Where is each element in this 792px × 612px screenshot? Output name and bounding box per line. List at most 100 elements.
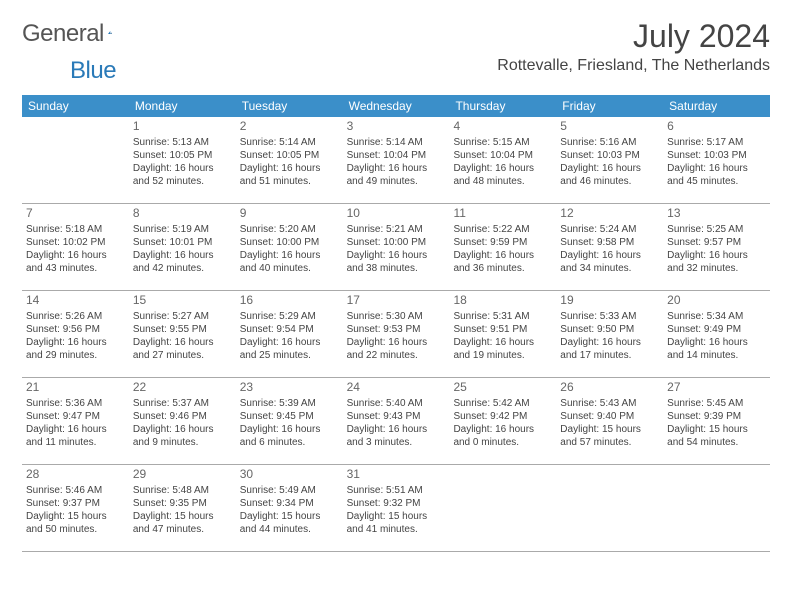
calendar-day-cell: [556, 465, 663, 551]
daylight-text: Daylight: 16 hours and 9 minutes.: [133, 423, 232, 449]
sunrise-text: Sunrise: 5:42 AM: [453, 397, 552, 410]
calendar-day-cell: [22, 117, 129, 203]
daylight-text: Daylight: 16 hours and 17 minutes.: [560, 336, 659, 362]
sunset-text: Sunset: 9:50 PM: [560, 323, 659, 336]
day-number: 29: [133, 467, 232, 483]
logo: General: [22, 20, 134, 48]
daylight-text: Daylight: 16 hours and 34 minutes.: [560, 249, 659, 275]
calendar-day-cell: 5Sunrise: 5:16 AMSunset: 10:03 PMDayligh…: [556, 117, 663, 203]
day-number: 25: [453, 380, 552, 396]
dayhead-thu: Thursday: [449, 95, 556, 117]
calendar-day-cell: [663, 465, 770, 551]
sunrise-text: Sunrise: 5:37 AM: [133, 397, 232, 410]
day-number: 11: [453, 206, 552, 222]
sunrise-text: Sunrise: 5:48 AM: [133, 484, 232, 497]
dayhead-mon: Monday: [129, 95, 236, 117]
daylight-text: Daylight: 16 hours and 0 minutes.: [453, 423, 552, 449]
calendar-day-cell: 14Sunrise: 5:26 AMSunset: 9:56 PMDayligh…: [22, 291, 129, 377]
calendar-day-cell: 20Sunrise: 5:34 AMSunset: 9:49 PMDayligh…: [663, 291, 770, 377]
daylight-text: Daylight: 15 hours and 50 minutes.: [26, 510, 125, 536]
daylight-text: Daylight: 16 hours and 3 minutes.: [347, 423, 446, 449]
calendar-day-cell: 4Sunrise: 5:15 AMSunset: 10:04 PMDayligh…: [449, 117, 556, 203]
daylight-text: Daylight: 16 hours and 19 minutes.: [453, 336, 552, 362]
sunrise-text: Sunrise: 5:26 AM: [26, 310, 125, 323]
sunrise-text: Sunrise: 5:18 AM: [26, 223, 125, 236]
sunset-text: Sunset: 9:43 PM: [347, 410, 446, 423]
sunset-text: Sunset: 10:05 PM: [133, 149, 232, 162]
calendar-grid: 1Sunrise: 5:13 AMSunset: 10:05 PMDayligh…: [22, 117, 770, 552]
day-number: 15: [133, 293, 232, 309]
calendar-day-cell: 15Sunrise: 5:27 AMSunset: 9:55 PMDayligh…: [129, 291, 236, 377]
day-number: 19: [560, 293, 659, 309]
sunrise-text: Sunrise: 5:27 AM: [133, 310, 232, 323]
daylight-text: Daylight: 16 hours and 27 minutes.: [133, 336, 232, 362]
month-title: July 2024: [497, 18, 770, 55]
day-number: 23: [240, 380, 339, 396]
sunrise-text: Sunrise: 5:22 AM: [453, 223, 552, 236]
calendar-day-cell: 9Sunrise: 5:20 AMSunset: 10:00 PMDayligh…: [236, 204, 343, 290]
sunrise-text: Sunrise: 5:13 AM: [133, 136, 232, 149]
sunset-text: Sunset: 10:01 PM: [133, 236, 232, 249]
sunset-text: Sunset: 10:05 PM: [240, 149, 339, 162]
sunrise-text: Sunrise: 5:39 AM: [240, 397, 339, 410]
daylight-text: Daylight: 16 hours and 25 minutes.: [240, 336, 339, 362]
sunrise-text: Sunrise: 5:36 AM: [26, 397, 125, 410]
logo-text-2: Blue: [70, 57, 116, 85]
sunrise-text: Sunrise: 5:17 AM: [667, 136, 766, 149]
sunrise-text: Sunrise: 5:49 AM: [240, 484, 339, 497]
sunset-text: Sunset: 9:46 PM: [133, 410, 232, 423]
daylight-text: Daylight: 16 hours and 11 minutes.: [26, 423, 125, 449]
calendar-day-cell: 19Sunrise: 5:33 AMSunset: 9:50 PMDayligh…: [556, 291, 663, 377]
daylight-text: Daylight: 16 hours and 32 minutes.: [667, 249, 766, 275]
sunset-text: Sunset: 9:32 PM: [347, 497, 446, 510]
daylight-text: Daylight: 16 hours and 52 minutes.: [133, 162, 232, 188]
calendar-week-row: 28Sunrise: 5:46 AMSunset: 9:37 PMDayligh…: [22, 465, 770, 552]
calendar-day-cell: 27Sunrise: 5:45 AMSunset: 9:39 PMDayligh…: [663, 378, 770, 464]
day-number: 13: [667, 206, 766, 222]
daylight-text: Daylight: 16 hours and 14 minutes.: [667, 336, 766, 362]
daylight-text: Daylight: 15 hours and 41 minutes.: [347, 510, 446, 536]
sunrise-text: Sunrise: 5:43 AM: [560, 397, 659, 410]
daylight-text: Daylight: 16 hours and 40 minutes.: [240, 249, 339, 275]
calendar-day-cell: 1Sunrise: 5:13 AMSunset: 10:05 PMDayligh…: [129, 117, 236, 203]
sunset-text: Sunset: 10:03 PM: [667, 149, 766, 162]
calendar-day-cell: 2Sunrise: 5:14 AMSunset: 10:05 PMDayligh…: [236, 117, 343, 203]
calendar-week-row: 21Sunrise: 5:36 AMSunset: 9:47 PMDayligh…: [22, 378, 770, 465]
calendar-header-row: Sunday Monday Tuesday Wednesday Thursday…: [22, 95, 770, 117]
daylight-text: Daylight: 16 hours and 51 minutes.: [240, 162, 339, 188]
sunrise-text: Sunrise: 5:45 AM: [667, 397, 766, 410]
sunrise-text: Sunrise: 5:24 AM: [560, 223, 659, 236]
dayhead-sun: Sunday: [22, 95, 129, 117]
sunrise-text: Sunrise: 5:14 AM: [240, 136, 339, 149]
calendar-week-row: 1Sunrise: 5:13 AMSunset: 10:05 PMDayligh…: [22, 117, 770, 204]
calendar-day-cell: 16Sunrise: 5:29 AMSunset: 9:54 PMDayligh…: [236, 291, 343, 377]
calendar-day-cell: 6Sunrise: 5:17 AMSunset: 10:03 PMDayligh…: [663, 117, 770, 203]
sunrise-text: Sunrise: 5:19 AM: [133, 223, 232, 236]
logo-icon: [108, 21, 112, 39]
sunset-text: Sunset: 9:51 PM: [453, 323, 552, 336]
calendar-day-cell: 10Sunrise: 5:21 AMSunset: 10:00 PMDaylig…: [343, 204, 450, 290]
dayhead-sat: Saturday: [663, 95, 770, 117]
calendar-day-cell: 3Sunrise: 5:14 AMSunset: 10:04 PMDayligh…: [343, 117, 450, 203]
day-number: 28: [26, 467, 125, 483]
calendar-day-cell: 25Sunrise: 5:42 AMSunset: 9:42 PMDayligh…: [449, 378, 556, 464]
day-number: 17: [347, 293, 446, 309]
day-number: 16: [240, 293, 339, 309]
day-number: 8: [133, 206, 232, 222]
day-number: 3: [347, 119, 446, 135]
calendar-week-row: 14Sunrise: 5:26 AMSunset: 9:56 PMDayligh…: [22, 291, 770, 378]
sunrise-text: Sunrise: 5:34 AM: [667, 310, 766, 323]
daylight-text: Daylight: 15 hours and 57 minutes.: [560, 423, 659, 449]
sunset-text: Sunset: 10:04 PM: [453, 149, 552, 162]
calendar-day-cell: 7Sunrise: 5:18 AMSunset: 10:02 PMDayligh…: [22, 204, 129, 290]
sunset-text: Sunset: 9:58 PM: [560, 236, 659, 249]
daylight-text: Daylight: 16 hours and 42 minutes.: [133, 249, 232, 275]
sunset-text: Sunset: 10:00 PM: [347, 236, 446, 249]
sunrise-text: Sunrise: 5:25 AM: [667, 223, 766, 236]
calendar-day-cell: 21Sunrise: 5:36 AMSunset: 9:47 PMDayligh…: [22, 378, 129, 464]
sunset-text: Sunset: 10:04 PM: [347, 149, 446, 162]
sunset-text: Sunset: 9:45 PM: [240, 410, 339, 423]
location: Rottevalle, Friesland, The Netherlands: [497, 57, 770, 75]
sunset-text: Sunset: 9:53 PM: [347, 323, 446, 336]
sunset-text: Sunset: 9:54 PM: [240, 323, 339, 336]
